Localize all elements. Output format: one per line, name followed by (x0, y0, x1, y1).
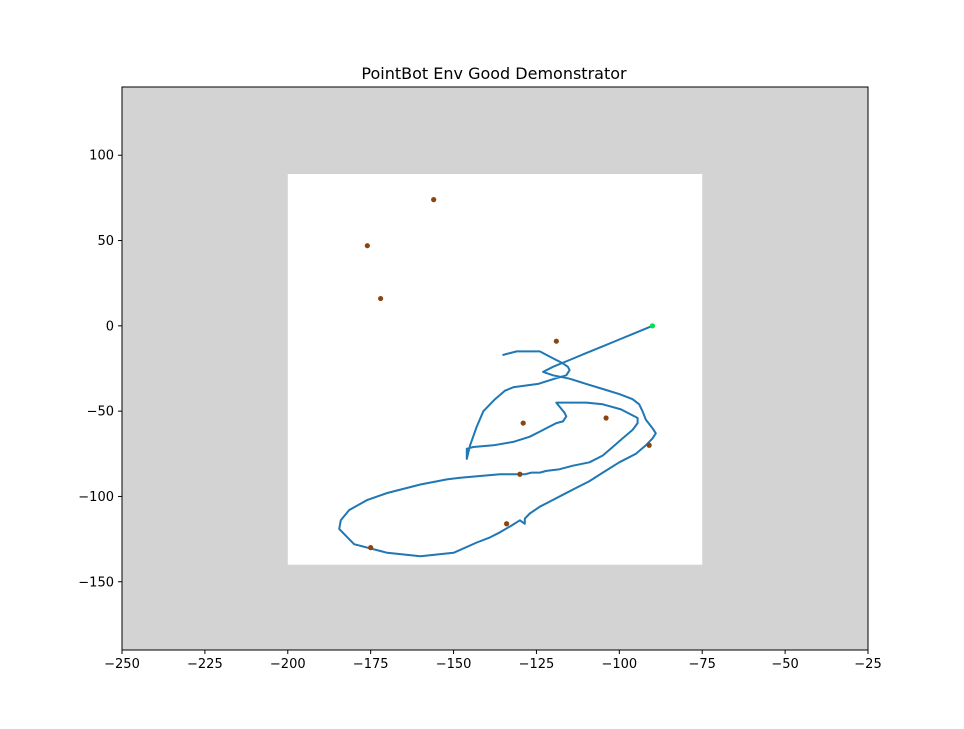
x-axis: −250 −225 −200 −175 −150 −125 −100 −75 −50 −25 (104, 650, 882, 672)
obstacle-point-2 (378, 295, 384, 302)
obstacle-point-3 (553, 338, 559, 344)
obstacle-point-1 (364, 243, 370, 249)
x-tick-label-8: −50 (771, 657, 798, 672)
x-tick-label-6: −100 (601, 657, 637, 672)
x-tick-label-1: −225 (187, 657, 223, 672)
obstacle-point-7 (517, 471, 523, 477)
x-tick-label-9: −25 (854, 657, 881, 672)
obstacle-point-9 (368, 545, 374, 551)
y-tick-label-1: 50 (97, 234, 114, 249)
safe-region (287, 174, 703, 565)
y-tick-label-0: 100 (89, 149, 114, 164)
obstacle-point-5 (603, 415, 609, 421)
x-tick-label-7: −75 (689, 657, 716, 672)
x-tick-label-4: −150 (436, 657, 472, 672)
obstacle-point-4 (520, 420, 526, 426)
goal-point (649, 323, 656, 329)
obstacle-point-0 (431, 197, 437, 203)
y-tick-label-4: −100 (78, 490, 114, 505)
y-tick-label-3: −50 (87, 405, 114, 420)
plot-frame (121, 86, 869, 651)
y-tick-label-5: −150 (78, 575, 114, 590)
x-tick-label-3: −175 (353, 657, 389, 672)
y-tick-label-2: 0 (106, 319, 114, 334)
chart-title: PointBot Env Good Demonstrator (361, 64, 627, 83)
data-layer (338, 197, 657, 558)
obstacle-point-8 (504, 521, 510, 527)
x-tick-label-2: −200 (270, 657, 306, 672)
x-tick-label-5: −125 (519, 657, 555, 672)
y-axis: 100 50 0 −50 −100 −150 (78, 149, 122, 590)
x-tick-label-0: −250 (104, 657, 140, 672)
obstacle-point-6 (646, 442, 652, 448)
trajectory-line-0 (338, 324, 657, 558)
